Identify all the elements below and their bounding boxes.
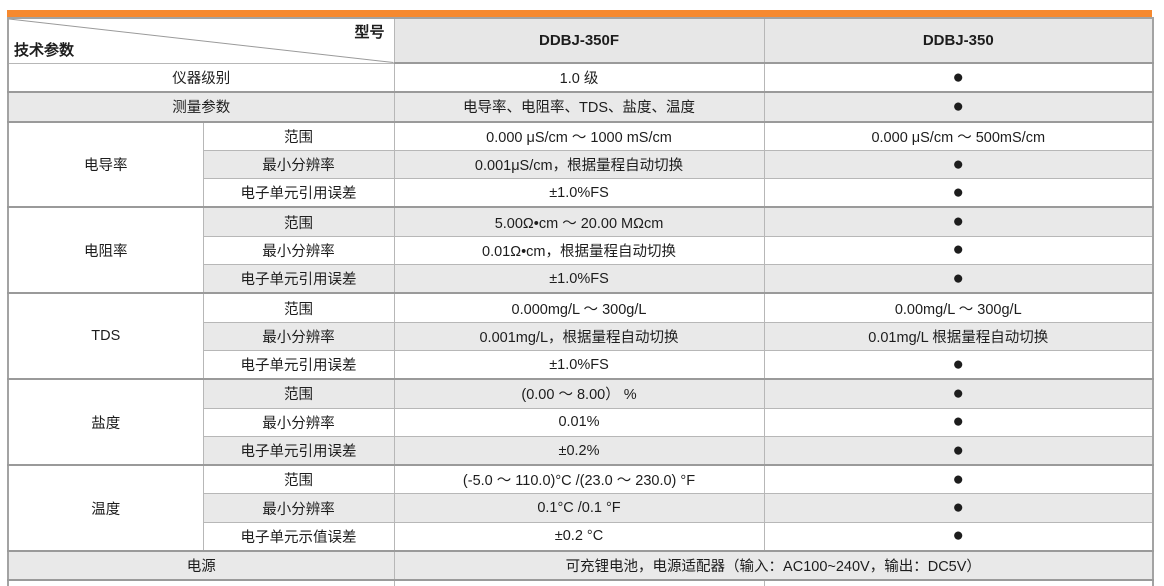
row-tds-range: TDS 范围 0.000mg/L ～ 300g/L 0.00mg/L ～ 300… bbox=[7, 292, 1154, 380]
temperature-error-350-dot: ● bbox=[763, 521, 1154, 552]
row-tds-resolution: 最小分辨率 0.001mg/L，根据量程自动切换 0.01mg/L 根据量程自动… bbox=[8, 321, 1154, 351]
measure-params-label: 测量参数 bbox=[7, 91, 395, 123]
resistivity-resolution-label: 最小分辨率 bbox=[202, 235, 395, 266]
temperature-resolution-350-dot: ● bbox=[763, 493, 1154, 523]
salinity-range-350-dot: ● bbox=[763, 378, 1154, 409]
dimensions-350: 80×225×35，0.4 bbox=[763, 579, 1154, 586]
salinity-resolution-label: 最小分辨率 bbox=[202, 407, 395, 437]
power-value: 可充锂电池，电源适配器（输入：AC100~240V，输出：DC5V） bbox=[393, 550, 1154, 581]
measure-params-350f: 电导率、电阻率、TDS、盐度、温度 bbox=[393, 91, 765, 123]
row-resistivity-range: 电阻率 范围 5.00Ω•cm ～ 20.00 MΩcm ● bbox=[7, 206, 1154, 294]
conductivity-resolution-350f: 0.001μS/cm，根据量程自动切换 bbox=[393, 149, 765, 180]
row-conductivity-resolution: 最小分辨率 0.001μS/cm，根据量程自动切换 ● bbox=[8, 149, 1154, 180]
resistivity-error-350f: ±1.0%FS bbox=[393, 264, 765, 294]
diagonal-divider bbox=[9, 19, 394, 63]
conductivity-group-label: 电导率 bbox=[7, 120, 204, 208]
salinity-error-350-dot: ● bbox=[763, 435, 1154, 466]
model-header-ddbj-350f: DDBJ-350F bbox=[393, 17, 765, 64]
temperature-range-350f: (-5.0 ～ 110.0)°C /(23.0 ～ 230.0) °F bbox=[393, 464, 765, 495]
temperature-resolution-350f: 0.1°C /0.1 °F bbox=[393, 493, 765, 523]
temperature-group-label: 温度 bbox=[7, 464, 204, 552]
tds-resolution-350f: 0.001mg/L，根据量程自动切换 bbox=[393, 321, 765, 351]
resistivity-resolution-350-dot: ● bbox=[763, 235, 1154, 266]
row-resistivity-error: 电子单元引用误差 ±1.0%FS ● bbox=[8, 264, 1154, 294]
tds-range-350: 0.00mg/L ～ 300g/L bbox=[763, 292, 1154, 323]
tds-resolution-350: 0.01mg/L 根据量程自动切换 bbox=[763, 321, 1154, 351]
instrument-class-label: 仪器级别 bbox=[7, 62, 395, 93]
conductivity-error-label: 电子单元引用误差 bbox=[202, 178, 395, 208]
conductivity-resolution-label: 最小分辨率 bbox=[202, 149, 395, 180]
tds-group-label: TDS bbox=[7, 292, 204, 380]
row-temperature-resolution: 最小分辨率 0.1°C /0.1 °F ● bbox=[8, 493, 1154, 523]
model-corner-label: 型号 bbox=[354, 24, 385, 41]
temperature-error-label: 电子单元示值误差 bbox=[202, 521, 395, 552]
resistivity-range-350f: 5.00Ω•cm ～ 20.00 MΩcm bbox=[393, 206, 765, 237]
tds-error-label: 电子单元引用误差 bbox=[202, 349, 395, 380]
dimensions-label: 尺寸（mm），重量（kg） bbox=[7, 579, 395, 586]
row-salinity-range: 盐度 范围 (0.00 ～ 8.00） % ● bbox=[7, 378, 1154, 466]
tds-range-350f: 0.000mg/L ～ 300g/L bbox=[393, 292, 765, 323]
salinity-resolution-350f: 0.01% bbox=[393, 407, 765, 437]
corner-header-cell: 型号 技术参数 bbox=[7, 17, 395, 64]
salinity-resolution-350-dot: ● bbox=[763, 407, 1154, 437]
row-temperature-range: 温度 范围 (-5.0 ～ 110.0)°C /(23.0 ～ 230.0) °… bbox=[7, 464, 1154, 552]
temperature-error-350f: ±0.2 °C bbox=[393, 521, 765, 552]
resistivity-range-350-dot: ● bbox=[763, 206, 1154, 237]
row-salinity-resolution: 最小分辨率 0.01% ● bbox=[8, 407, 1154, 437]
temperature-range-350-dot: ● bbox=[763, 464, 1154, 495]
conductivity-resolution-350-dot: ● bbox=[763, 149, 1154, 180]
resistivity-error-label: 电子单元引用误差 bbox=[202, 264, 395, 294]
tds-range-label: 范围 bbox=[202, 292, 395, 323]
tds-error-350-dot: ● bbox=[763, 349, 1154, 380]
salinity-group-label: 盐度 bbox=[7, 378, 204, 466]
row-power: 电源 可充锂电池，电源适配器（输入：AC100~240V，输出：DC5V） bbox=[7, 550, 1154, 581]
row-measure-params: 测量参数 电导率、电阻率、TDS、盐度、温度 ● bbox=[7, 91, 1154, 123]
tech-params-corner-label: 技术参数 bbox=[14, 41, 75, 59]
instrument-class-350-dot: ● bbox=[763, 62, 1154, 93]
salinity-error-label: 电子单元引用误差 bbox=[202, 435, 395, 466]
salinity-range-label: 范围 bbox=[202, 378, 395, 409]
conductivity-range-350f: 0.000 μS/cm ～ 1000 mS/cm bbox=[393, 120, 765, 151]
salinity-error-350f: ±0.2% bbox=[393, 435, 765, 466]
temperature-range-label: 范围 bbox=[202, 464, 395, 495]
header-row: 型号 技术参数 DDBJ-350F DDBJ-350 bbox=[7, 17, 1154, 64]
tds-resolution-label: 最小分辨率 bbox=[202, 321, 395, 351]
row-resistivity-resolution: 最小分辨率 0.01Ω•cm，根据量程自动切换 ● bbox=[8, 235, 1154, 266]
measure-params-350-dot: ● bbox=[763, 91, 1154, 123]
row-temperature-error: 电子单元示值误差 ±0.2 °C ● bbox=[8, 521, 1154, 552]
instrument-class-350f: 1.0 级 bbox=[393, 62, 765, 93]
salinity-range-350f: (0.00 ～ 8.00） % bbox=[393, 378, 765, 409]
row-instrument-class: 仪器级别 1.0 级 ● bbox=[7, 62, 1154, 93]
conductivity-range-350: 0.000 μS/cm ～ 500mS/cm bbox=[763, 120, 1154, 151]
resistivity-group-label: 电阻率 bbox=[7, 206, 204, 294]
conductivity-error-350f: ±1.0%FS bbox=[393, 178, 765, 208]
row-salinity-error: 电子单元引用误差 ±0.2% ● bbox=[8, 435, 1154, 466]
temperature-resolution-label: 最小分辨率 bbox=[202, 493, 395, 523]
row-conductivity-range: 电导率 范围 0.000 μS/cm ～ 1000 mS/cm 0.000 μS… bbox=[7, 120, 1154, 208]
model-header-ddbj-350: DDBJ-350 bbox=[763, 17, 1154, 64]
resistivity-range-label: 范围 bbox=[202, 206, 395, 237]
row-conductivity-error: 电子单元引用误差 ±1.0%FS ● bbox=[8, 178, 1154, 208]
resistivity-resolution-350f: 0.01Ω•cm，根据量程自动切换 bbox=[393, 235, 765, 266]
dimensions-350f: 90×255×40，0.5 bbox=[393, 579, 765, 586]
conductivity-range-label: 范围 bbox=[202, 120, 395, 151]
accent-bar bbox=[7, 10, 1152, 17]
resistivity-error-350-dot: ● bbox=[763, 264, 1154, 294]
conductivity-error-350-dot: ● bbox=[763, 178, 1154, 208]
row-dimensions: 尺寸（mm），重量（kg） 90×255×40，0.5 80×225×35，0.… bbox=[7, 579, 1154, 586]
tds-error-350f: ±1.0%FS bbox=[393, 349, 765, 380]
spec-table: 型号 技术参数 DDBJ-350F DDBJ-350 仪器级别 1.0 级 ● … bbox=[7, 17, 1154, 586]
power-label: 电源 bbox=[7, 550, 395, 581]
